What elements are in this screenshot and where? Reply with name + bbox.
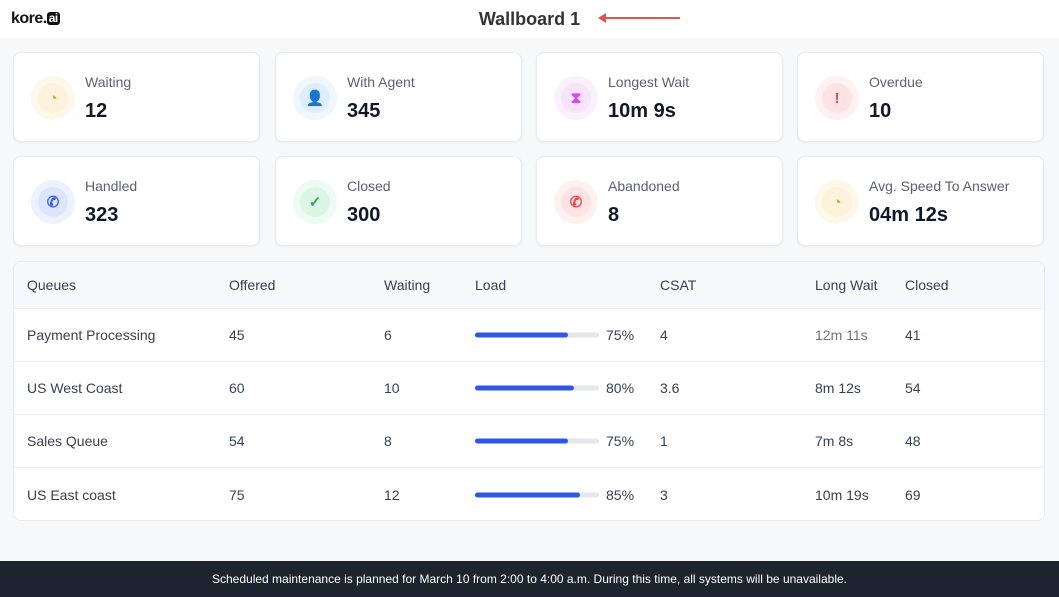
waiting-cell: 6 [384,327,392,343]
stat-card-longest-wait: ⧗ Longest Wait 10m 9s [536,52,783,142]
alert-icon: ! [822,83,852,113]
header: kore. ai Wallboard 1 [0,0,1059,38]
waiting-cell: 12 [384,486,400,503]
long-wait-cell: 10m 19s [815,486,869,503]
table-row[interactable]: Sales Queue 54 8 75% 1 7m 8s 48 [14,415,1044,468]
load-progress-bar [475,438,599,444]
stat-card-abandoned: ✆ Abandoned 8 [536,156,783,246]
stat-value: 12 [85,100,108,122]
stat-value: 300 [347,204,381,226]
stat-value: 8 [608,204,620,226]
offered-cell: 45 [229,327,245,343]
stat-label: Waiting [85,74,132,90]
page-title: Wallboard 1 [478,9,581,29]
stat-label: Abandoned [608,178,680,194]
stat-value: 345 [347,100,381,122]
csat-cell: 1 [660,433,668,449]
closed-cell: 69 [905,486,921,503]
arrow-annotation-icon [598,13,680,23]
user-icon: 👤 [300,83,330,113]
stat-label: With Agent [347,74,415,90]
stat-value: 04m 12s [869,204,948,226]
load-progress-bar [475,492,599,497]
queue-name: Payment Processing [27,327,156,343]
load-percent: 75% [606,433,635,449]
icon-ring: ◔ [815,180,859,224]
queues-table: Queues Offered Waiting Load CSAT Long Wait Clo… [13,261,1045,521]
queue-name: Sales Queue [27,433,108,449]
csat-cell: 3.6 [660,380,680,396]
long-wait-cell: 8m 12s [815,380,861,396]
load-progress-fill [475,438,568,444]
stat-label: Longest Wait [608,74,690,90]
closed-cell: 54 [905,380,921,396]
load-percent: 80% [606,380,635,396]
phone-missed-icon: ✆ [561,187,591,217]
long-wait-cell: 7m 8s [815,433,854,449]
icon-ring: ✓ [293,180,337,224]
stat-label: Closed [347,178,391,194]
logo-suffix: ai [46,11,60,25]
stat-label: Handled [85,178,138,194]
phone-icon: ✆ [38,187,68,217]
column-header-offered[interactable]: Offered [229,277,276,293]
column-header-waiting[interactable]: Waiting [384,277,431,293]
waiting-cell: 10 [384,380,400,396]
load-progress-fill [475,332,568,338]
load-progress-bar [475,332,599,338]
closed-cell: 41 [905,327,921,343]
icon-ring: ✆ [31,180,75,224]
icon-ring: ! [815,76,859,120]
table-row[interactable]: Payment Processing 45 6 75% 4 12m 11s 41 [14,309,1044,362]
load-progress-fill [475,492,581,497]
stat-label: Overdue [869,74,923,90]
stat-value: 10 [869,100,892,122]
stopwatch-icon: ◔ [822,187,852,217]
table-row[interactable]: US West Coast 60 10 80% 3.6 8m 12s 54 [14,362,1044,415]
load-progress-fill [475,385,575,391]
load-percent: 75% [606,327,635,343]
column-header-long-wait[interactable]: Long Wait [815,277,878,293]
column-header-load[interactable]: Load [475,277,507,293]
stat-value: 323 [85,204,119,226]
long-wait-cell: 12m 11s [815,327,868,343]
load-progress-bar [475,385,599,391]
queue-name: US East coast [27,486,116,503]
load-percent: 85% [606,486,635,503]
stat-card-closed: ✓ Closed 300 [275,156,522,246]
csat-cell: 3 [660,486,668,503]
kore-ai-logo[interactable]: kore. ai [11,10,60,27]
table-header: Queues Offered Waiting Load CSAT Long Wait Clo… [14,262,1044,309]
stat-value: 10m 9s [608,100,676,122]
offered-cell: 60 [229,380,245,396]
closed-cell: 48 [905,433,921,449]
csat-cell: 4 [660,327,668,343]
clock-icon: ◔ [38,83,68,113]
icon-ring: 👤 [293,76,337,120]
offered-cell: 75 [229,486,245,503]
stat-card-handled: ✆ Handled 323 [13,156,260,246]
check-circle-icon: ✓ [300,187,330,217]
icon-ring: ✆ [554,180,598,224]
stat-card-with-agent: 👤 With Agent 345 [275,52,522,142]
waiting-cell: 8 [384,433,392,449]
icon-ring: ⧗ [554,76,598,120]
logo-text: kore [11,10,43,27]
stat-label: Avg. Speed To Answer [869,178,1010,194]
stat-card-waiting: ◔ Waiting 12 [13,52,260,142]
column-header-csat[interactable]: CSAT [660,277,697,293]
stat-card-overdue: ! Overdue 10 [797,52,1044,142]
column-header-queues[interactable]: Queues [27,277,77,293]
maintenance-banner: Scheduled maintenance is planned for Mar… [0,561,1059,597]
stat-card-avg-speed-to-answer: ◔ Avg. Speed To Answer 04m 12s [797,156,1044,246]
table-row[interactable]: US East coast 75 12 85% 3 10m 19s 69 [14,468,1044,520]
offered-cell: 54 [229,433,245,449]
column-header-closed[interactable]: Closed [905,277,949,293]
queue-name: US West Coast [27,380,123,396]
hourglass-icon: ⧗ [561,83,591,113]
icon-ring: ◔ [31,76,75,120]
